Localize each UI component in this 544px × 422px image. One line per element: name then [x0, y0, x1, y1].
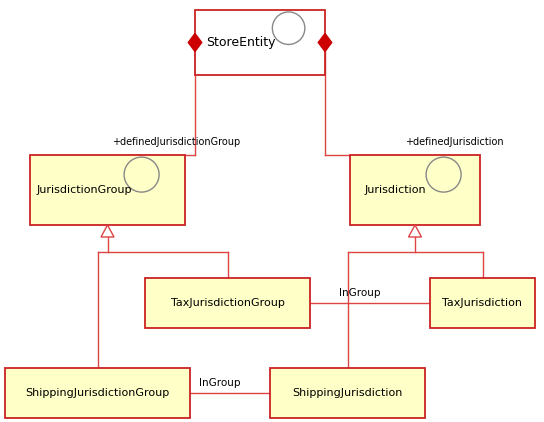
- FancyBboxPatch shape: [5, 368, 190, 418]
- FancyBboxPatch shape: [270, 368, 425, 418]
- Text: +definedJurisdictionGroup: +definedJurisdictionGroup: [113, 137, 241, 147]
- Text: TaxJurisdiction: TaxJurisdiction: [442, 298, 522, 308]
- Polygon shape: [101, 225, 114, 237]
- Text: ShippingJurisdiction: ShippingJurisdiction: [292, 388, 403, 398]
- Polygon shape: [318, 33, 332, 51]
- FancyBboxPatch shape: [430, 278, 535, 328]
- Text: InGroup: InGroup: [339, 288, 381, 298]
- Polygon shape: [188, 33, 202, 51]
- Text: TaxJurisdictionGroup: TaxJurisdictionGroup: [171, 298, 285, 308]
- Text: InGroup: InGroup: [199, 378, 241, 388]
- Polygon shape: [409, 225, 422, 237]
- FancyBboxPatch shape: [30, 155, 185, 225]
- Text: +definedJurisdiction: +definedJurisdiction: [405, 137, 504, 147]
- Text: StoreEntity: StoreEntity: [206, 36, 275, 49]
- FancyBboxPatch shape: [145, 278, 310, 328]
- Text: ShippingJurisdictionGroup: ShippingJurisdictionGroup: [26, 388, 170, 398]
- Text: Jurisdiction: Jurisdiction: [364, 185, 426, 195]
- Text: JurisdictionGroup: JurisdictionGroup: [36, 185, 132, 195]
- FancyBboxPatch shape: [350, 155, 480, 225]
- FancyBboxPatch shape: [195, 10, 325, 75]
